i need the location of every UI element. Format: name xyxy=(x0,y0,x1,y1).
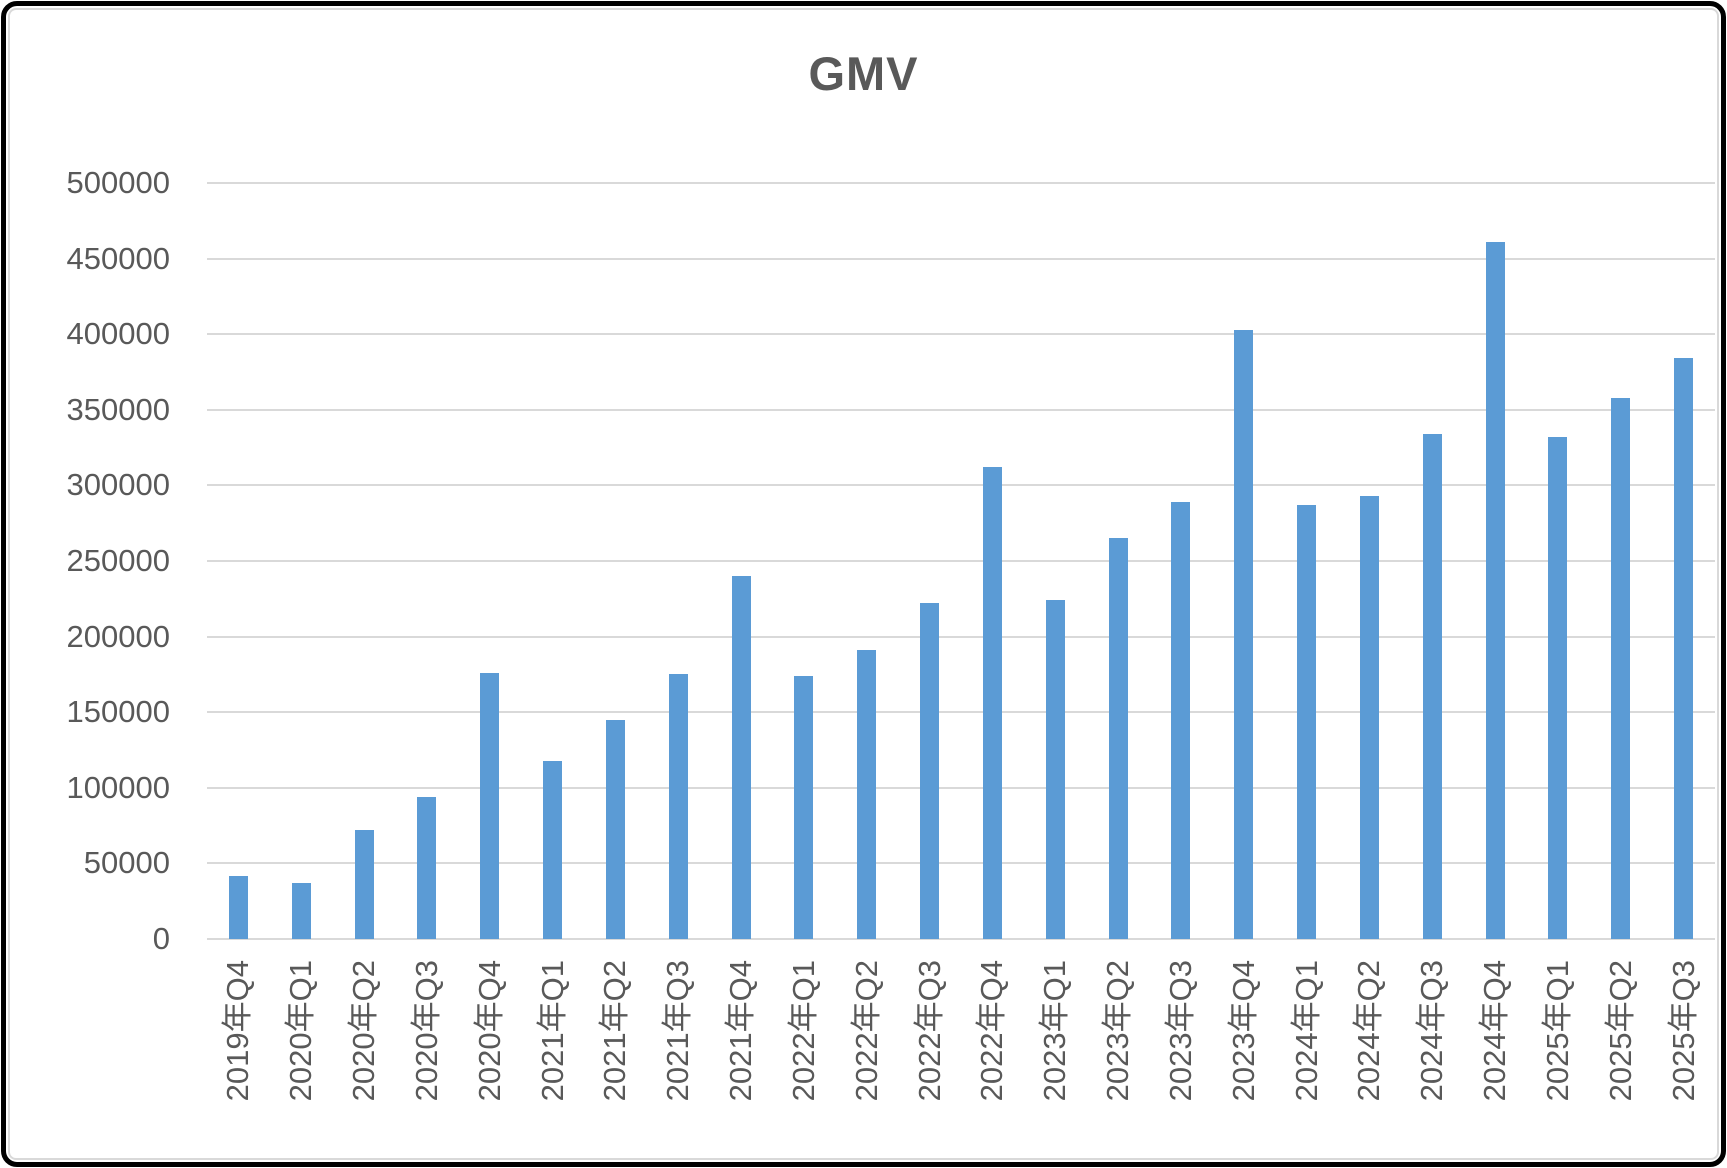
y-axis-tick-label: 300000 xyxy=(66,467,170,503)
x-axis-tick-label: 2025年Q3 xyxy=(1665,960,1701,1102)
y-axis-tick-label: 500000 xyxy=(66,165,170,200)
x-axis-tick-label: 2021年Q3 xyxy=(660,960,696,1102)
bar xyxy=(354,830,374,939)
chart-area-border: GMV 0 50000 100000 150000 200000 250000 300000… xyxy=(8,8,1719,1160)
y-axis-tick-label: 200000 xyxy=(66,618,170,654)
bar xyxy=(543,760,563,939)
x-axis-tick-label: 2023年Q2 xyxy=(1100,960,1136,1102)
bar xyxy=(1297,505,1317,939)
gridline xyxy=(207,711,1715,714)
bar xyxy=(920,603,940,939)
x-axis-tick-label: 2021年Q2 xyxy=(597,960,633,1102)
bar xyxy=(1674,358,1694,939)
bar xyxy=(605,719,625,939)
y-axis-labels: 0 50000 100000 150000 200000 250000 300000 3500… xyxy=(10,166,170,956)
bar xyxy=(1611,397,1631,939)
x-axis-tick-label: 2020年Q1 xyxy=(283,960,319,1102)
bar xyxy=(794,675,814,939)
x-axis-tick-label: 2021年Q4 xyxy=(723,960,759,1102)
x-axis-tick-label: 2021年Q1 xyxy=(534,960,570,1102)
x-axis-tick-label: 2024年Q4 xyxy=(1477,960,1513,1102)
bar xyxy=(1045,600,1065,939)
gridline xyxy=(207,786,1715,789)
x-axis-labels: 2019年Q4 2020年Q1 2020年Q2 2020年Q3 2020年Q4 2021年… xyxy=(207,960,1715,1160)
gridline xyxy=(207,635,1715,638)
plot-area xyxy=(207,182,1715,940)
gridline xyxy=(207,182,1715,184)
gridline xyxy=(207,333,1715,336)
x-axis-tick-label: 2023年Q4 xyxy=(1225,960,1261,1102)
x-axis-tick-label: 2022年Q4 xyxy=(974,960,1010,1102)
gridline xyxy=(207,257,1715,260)
gridline xyxy=(207,484,1715,487)
bar xyxy=(1359,495,1379,939)
y-axis-tick-label: 50000 xyxy=(83,845,170,881)
x-axis-tick-label: 2024年Q1 xyxy=(1288,960,1324,1102)
gridline xyxy=(207,560,1715,562)
bar xyxy=(1108,538,1128,939)
bar xyxy=(857,650,877,939)
x-axis-tick-label: 2025年Q2 xyxy=(1602,960,1638,1102)
bar xyxy=(1422,434,1442,939)
y-axis-tick-label: 150000 xyxy=(66,694,170,730)
x-axis-tick-label: 2020年Q4 xyxy=(471,960,507,1102)
bar xyxy=(1485,241,1505,939)
bar xyxy=(1171,502,1191,939)
x-axis-tick-label: 2020年Q2 xyxy=(346,960,382,1102)
y-axis-tick-label: 100000 xyxy=(66,769,170,805)
x-axis-tick-label: 2022年Q2 xyxy=(848,960,884,1102)
x-axis-tick-label: 2022年Q1 xyxy=(785,960,821,1102)
bar xyxy=(731,576,751,939)
y-axis-tick-label: 450000 xyxy=(66,240,170,276)
gridline xyxy=(207,408,1715,411)
bar xyxy=(982,467,1002,939)
chart-title: GMV xyxy=(808,47,919,100)
bar xyxy=(291,883,311,939)
bar xyxy=(668,674,688,939)
gridline xyxy=(207,938,1715,940)
x-axis-tick-label: 2023年Q3 xyxy=(1162,960,1198,1102)
bar xyxy=(417,796,437,939)
y-axis-tick-label: 350000 xyxy=(66,391,170,427)
x-axis-tick-label: 2019年Q4 xyxy=(220,960,256,1102)
gridline xyxy=(207,862,1715,865)
x-axis-tick-label: 2020年Q3 xyxy=(408,960,444,1102)
y-axis-tick-label: 400000 xyxy=(66,316,170,352)
x-axis-tick-label: 2025年Q1 xyxy=(1539,960,1575,1102)
y-axis-tick-label: 250000 xyxy=(66,543,170,578)
y-axis-tick-label: 0 xyxy=(152,921,170,956)
x-axis-tick-label: 2024年Q3 xyxy=(1414,960,1450,1102)
x-axis-tick-label: 2023年Q1 xyxy=(1037,960,1073,1102)
bar xyxy=(1548,437,1568,939)
bar xyxy=(1234,329,1254,939)
bar xyxy=(480,672,500,939)
x-axis-tick-label: 2024年Q2 xyxy=(1351,960,1387,1102)
bar xyxy=(228,875,248,939)
x-axis-tick-label: 2022年Q3 xyxy=(911,960,947,1102)
